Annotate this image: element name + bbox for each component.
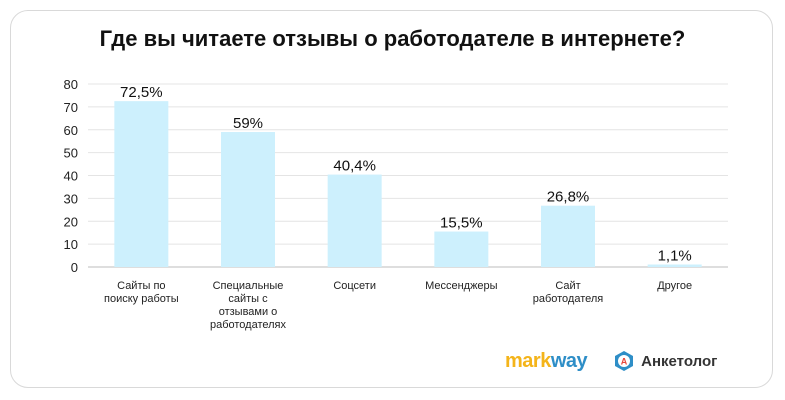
data-label: 15,5% — [440, 215, 483, 232]
data-label: 1,1% — [658, 247, 692, 264]
x-tick-label-line: работодателях — [210, 319, 287, 331]
x-tick-label: Сайт работодателя — [533, 280, 604, 305]
data-label: 59% — [233, 115, 263, 132]
anketolog-label: Анкетолог — [641, 352, 718, 370]
y-tick-label: 40 — [64, 169, 78, 184]
markway-logo-part1: mark — [505, 349, 551, 372]
anketolog-icon: А — [615, 351, 634, 371]
data-label: 72,5% — [120, 84, 163, 101]
x-tick-label-line: Другое — [657, 280, 692, 292]
x-tick-label-line: Сайт — [555, 280, 580, 292]
bar — [434, 231, 489, 267]
y-tick-label: 80 — [64, 77, 78, 92]
y-tick-label: 70 — [64, 100, 78, 115]
bar — [541, 205, 595, 267]
y-tick-label: 30 — [64, 191, 78, 206]
y-tick-label: 50 — [64, 146, 78, 161]
y-tick-label: 60 — [64, 123, 78, 138]
bar — [647, 264, 702, 267]
data-label: 40,4% — [333, 158, 376, 175]
x-tick-label-line: Мессенджеры — [425, 280, 498, 292]
markway-logo-part2: way — [550, 349, 588, 372]
bar — [221, 132, 275, 267]
x-tick-label-line: Соцсети — [333, 280, 376, 292]
chart-title: Где вы читаете отзывы о работодателе в и… — [99, 26, 686, 51]
x-tick-label-line: Специальные — [213, 280, 284, 292]
y-tick-label: 20 — [64, 214, 78, 229]
x-tick-label: Другое — [657, 280, 692, 292]
logos: markway А Анкетолог — [505, 346, 717, 376]
x-tick-label-line: Сайты по — [117, 280, 165, 292]
x-tick-label: Сайты по поиску работы — [104, 280, 179, 305]
y-tick-label: 10 — [64, 237, 78, 252]
anketolog-icon-letter: А — [621, 357, 628, 367]
data-label: 26,8% — [547, 189, 590, 206]
x-tick-label: Специальные сайты с отзывами о работодателя… — [210, 280, 287, 331]
x-tick-label-line: поиску работы — [104, 293, 179, 305]
x-tick-label-line: сайты с — [228, 293, 268, 305]
bar — [114, 101, 169, 267]
x-tick-label: Мессенджеры — [425, 280, 498, 292]
markway-logo: markway — [505, 349, 588, 373]
bar — [327, 174, 382, 267]
y-tick-label: 0 — [71, 260, 78, 275]
x-tick-label-line: работодателя — [533, 293, 604, 305]
x-tick-label: Соцсети — [333, 280, 376, 292]
x-tick-label-line: отзывами о — [219, 306, 278, 318]
anketolog-logo: А Анкетолог — [613, 350, 717, 372]
